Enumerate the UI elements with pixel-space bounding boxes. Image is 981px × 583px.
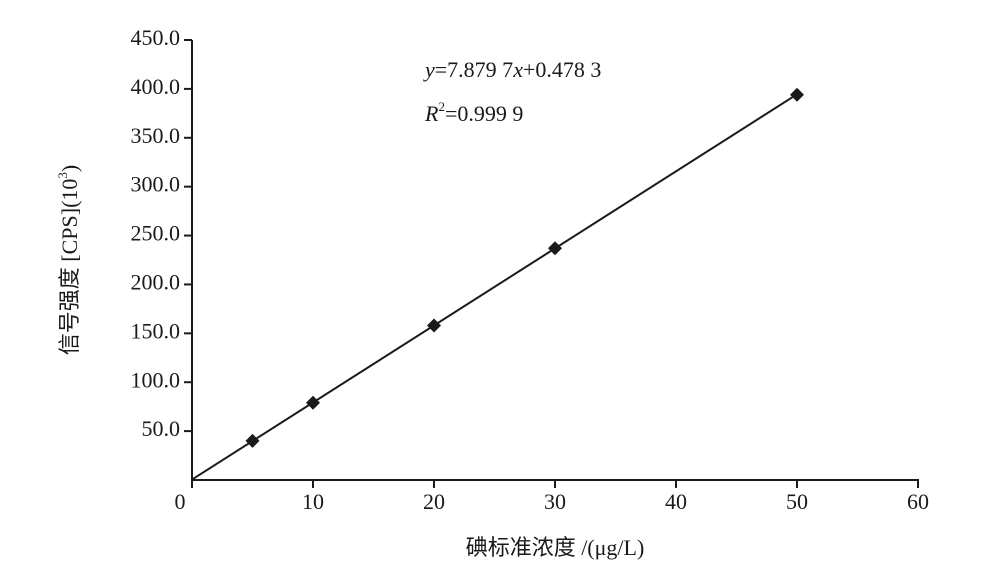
x-tick-label: 30 (544, 489, 566, 514)
x-tick-label: 10 (302, 489, 324, 514)
y-tick-label: 250.0 (131, 221, 181, 246)
y-label-text: ) (57, 165, 82, 172)
y-tick-label: 50.0 (142, 416, 181, 441)
y-axis-label: 信号强度 [CPS](103) (55, 165, 82, 355)
x-tick-label: 0 (175, 489, 186, 514)
y-tick-label: 400.0 (131, 74, 181, 99)
y-tick-label: 300.0 (131, 172, 181, 197)
trendline (191, 93, 798, 481)
y-tick-label: 100.0 (131, 367, 181, 392)
r2-part: 2 (438, 99, 445, 114)
data-point (790, 87, 804, 102)
y-label-sup: 3 (55, 172, 70, 179)
x-tick-label: 40 (665, 489, 687, 514)
r2-part: R (424, 101, 439, 126)
x-tick-label: 60 (907, 489, 929, 514)
eq-part: y (423, 57, 435, 82)
x-tick-label: 50 (786, 489, 808, 514)
y-tick-label: 350.0 (131, 123, 181, 148)
x-tick-label: 20 (423, 489, 445, 514)
y-tick-label: 450.0 (131, 25, 181, 50)
r-squared: R2=0.999 9 (424, 99, 523, 126)
y-tick-label: 200.0 (131, 269, 181, 294)
r2-part: =0.999 9 (445, 101, 523, 126)
data-point (427, 318, 441, 333)
eq-part: +0.478 3 (523, 57, 601, 82)
data-point (548, 241, 562, 256)
data-point (306, 395, 320, 410)
y-label-text: 信号强度 [CPS](10 (57, 179, 82, 356)
y-tick-label: 150.0 (131, 318, 181, 343)
eq-part: x (512, 57, 523, 82)
x-axis-label: 碘标准浓度 /(μg/L) (466, 535, 645, 560)
equation: y=7.879 7x+0.478 3 (423, 57, 601, 82)
eq-part: =7.879 7 (435, 57, 513, 82)
data-point (245, 433, 260, 448)
